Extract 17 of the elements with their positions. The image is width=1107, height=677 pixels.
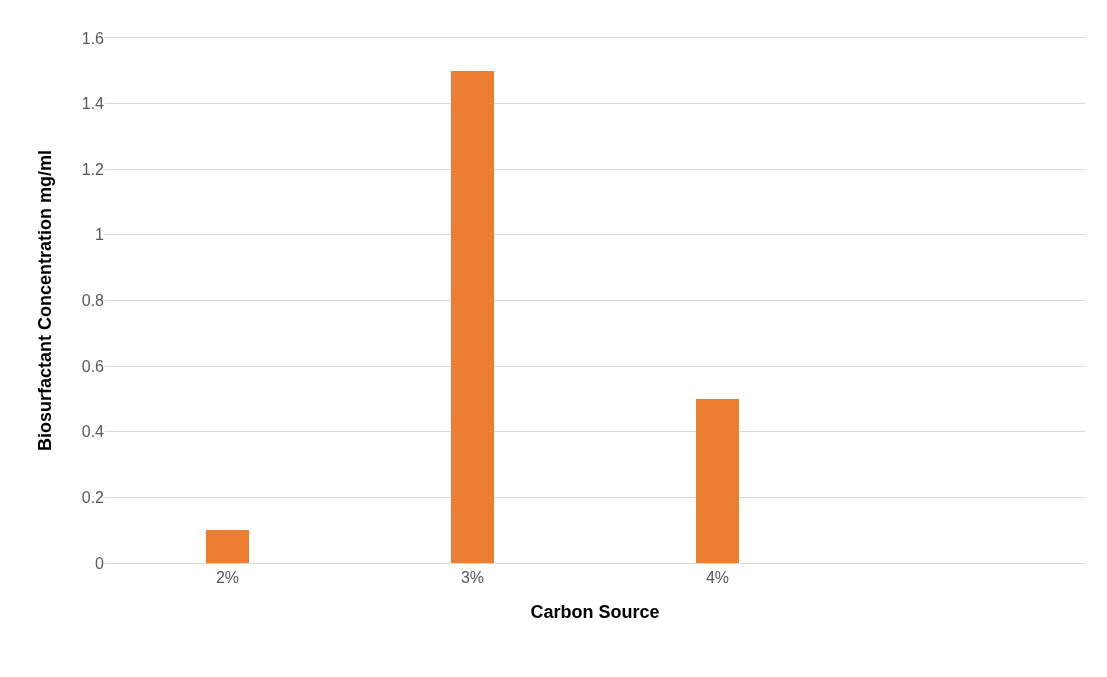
y-tick-label: 0.4 xyxy=(81,423,105,441)
x-tick-label: 4% xyxy=(705,569,730,587)
y-tick-label: 1.2 xyxy=(81,160,105,178)
y-tick-label: 0.2 xyxy=(81,488,105,506)
bar xyxy=(206,530,249,563)
y-tick-label: 0.8 xyxy=(81,292,105,310)
x-tick-label: 3% xyxy=(460,569,485,587)
x-tick-label: 2% xyxy=(215,569,240,587)
y-tick-label: 0 xyxy=(95,554,105,572)
y-tick-label: 1 xyxy=(95,226,105,244)
x-axis-title: Carbon Source xyxy=(530,602,660,623)
y-tick-label: 0.6 xyxy=(81,357,105,375)
y-tick-label: 1.6 xyxy=(81,29,105,47)
bar xyxy=(451,71,494,563)
y-axis-title: Biosurfactant Concentration mg/ml xyxy=(34,149,55,452)
y-tick-label: 1.4 xyxy=(81,95,105,113)
bar xyxy=(696,399,739,563)
